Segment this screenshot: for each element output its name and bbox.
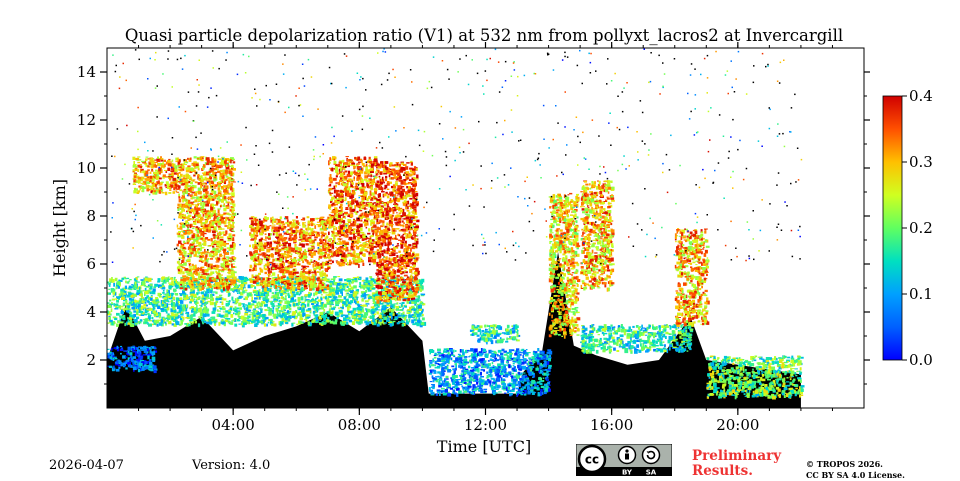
preliminary-notice: Preliminary Results. (692, 449, 781, 479)
colorbar-tick-label: 0.3 (909, 153, 933, 171)
cc-text: cc (585, 453, 599, 467)
sa-text: SA (646, 469, 657, 477)
colorbar-ticks: 0.0 0.1 0.2 0.3 0.4 (902, 87, 933, 369)
x-tick-label: 16:00 (590, 416, 633, 434)
preliminary-line2: Results. (692, 464, 781, 479)
y-tick-label: 6 (86, 255, 96, 273)
heatmap-feature-10 (580, 324, 693, 354)
sa-icon (643, 447, 660, 464)
y-tick-label: 2 (86, 351, 96, 369)
y-tick-label: 14 (77, 63, 96, 81)
footer-date: 2026-04-07 (49, 458, 124, 473)
heatmap-feature-3 (177, 156, 237, 291)
y-tick-label: 12 (77, 111, 96, 129)
by-text: BY (622, 469, 633, 477)
copyright-line1: © TROPOS 2026. (806, 459, 905, 470)
y-tick-label: 8 (86, 207, 96, 225)
footer-version: Version: 4.0 (192, 458, 270, 473)
depolarization-chart: Quasi particle depolarization ratio (V1)… (0, 0, 960, 480)
heatmap-feature-5 (328, 156, 379, 268)
heatmap-feature-11 (580, 180, 615, 292)
heatmap-feature-8 (470, 324, 520, 344)
y-axis-label: Height [km] (50, 179, 69, 277)
preliminary-line1: Preliminary (692, 449, 781, 464)
plot-area (107, 48, 805, 408)
x-tick-label: 12:00 (464, 416, 507, 434)
colorbar-tick-label: 0.1 (909, 285, 933, 303)
x-axis-label: Time [UTC] (437, 437, 531, 456)
heatmap-feature-2 (132, 156, 180, 195)
x-tick-label: 04:00 (212, 416, 255, 434)
x-tick-label: 08:00 (338, 416, 381, 434)
cc-license-badge: cc BY SA (576, 444, 672, 476)
heatmap-feature-12 (675, 228, 710, 327)
y-tick-label: 4 (86, 303, 96, 321)
colorbar-tick-label: 0.0 (909, 351, 933, 369)
x-tick-label: 20:00 (716, 416, 759, 434)
y-tick-label: 10 (77, 159, 96, 177)
colorbar-tick-label: 0.4 (909, 87, 933, 105)
colorbar (883, 96, 902, 360)
heatmap-feature-13 (706, 355, 804, 399)
colorbar-tick-label: 0.2 (909, 219, 933, 237)
copyright-notice: © TROPOS 2026. CC BY SA 4.0 License. (806, 459, 905, 481)
copyright-line2: CC BY SA 4.0 License. (806, 470, 905, 481)
